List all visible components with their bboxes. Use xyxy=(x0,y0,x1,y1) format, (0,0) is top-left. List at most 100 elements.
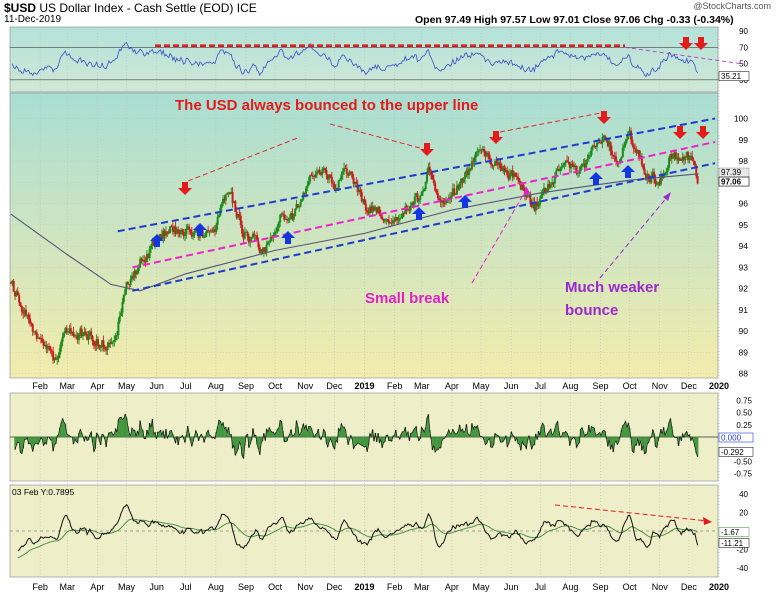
candle-body xyxy=(379,213,382,217)
candle-body xyxy=(124,289,127,295)
momentum-bar xyxy=(670,426,673,437)
candle-body xyxy=(203,236,206,238)
momentum-bar xyxy=(297,426,299,437)
osc-x-tick-10: Dec xyxy=(326,582,343,592)
candle-body xyxy=(325,169,328,175)
mom-last-label-1: 0.000 xyxy=(721,434,742,443)
momentum-bar xyxy=(458,424,461,437)
momentum-bar xyxy=(632,437,635,453)
osc-x-tick-22: Dec xyxy=(681,582,698,592)
candle-body xyxy=(654,179,657,185)
candle-body xyxy=(387,220,390,224)
candle-body xyxy=(355,181,358,185)
candle-body xyxy=(306,185,309,189)
momentum-bar xyxy=(339,430,341,437)
candle-body xyxy=(50,350,53,352)
momentum-bar xyxy=(272,432,275,437)
candle-body xyxy=(624,141,627,146)
momentum-bar xyxy=(55,437,57,444)
candle-body xyxy=(162,230,165,239)
price-x-tick-1: Mar xyxy=(60,381,76,391)
red-down-arrow-4 xyxy=(673,126,687,139)
momentum-bar xyxy=(424,427,427,437)
candle-body xyxy=(348,171,351,176)
candle-body xyxy=(431,175,434,180)
candle-body xyxy=(86,334,89,340)
candle-body xyxy=(353,181,356,184)
momentum-bar xyxy=(223,428,226,437)
candle-body xyxy=(171,226,174,232)
candle-body xyxy=(235,211,238,218)
momentum-bar xyxy=(639,437,642,441)
momentum-bar xyxy=(347,437,349,445)
small-break-pointer xyxy=(471,189,527,284)
momentum-bar xyxy=(547,433,549,437)
momentum-bar xyxy=(575,437,578,448)
momentum-bar xyxy=(420,427,423,437)
momentum-bar xyxy=(585,434,587,437)
momentum-bar xyxy=(384,437,386,442)
momentum-bar xyxy=(607,437,609,447)
momentum-bar xyxy=(351,437,354,440)
candle-body xyxy=(473,157,476,163)
channel-lower-line xyxy=(132,162,716,292)
momentum-bar xyxy=(464,431,466,437)
momentum-bar xyxy=(171,434,174,437)
candle-body xyxy=(318,169,321,175)
price-ytick-12: 88 xyxy=(739,369,749,379)
momentum-bar xyxy=(437,437,439,450)
candle-body xyxy=(322,167,325,170)
candle-body xyxy=(170,226,173,228)
momentum-bar xyxy=(638,437,640,446)
momentum-bar xyxy=(83,437,86,442)
momentum-bar xyxy=(241,437,243,456)
candle-body xyxy=(37,337,40,339)
candle-body xyxy=(300,199,303,202)
momentum-bar xyxy=(165,429,167,437)
momentum-bar xyxy=(666,428,669,437)
momentum-bar xyxy=(231,437,234,449)
momentum-bar xyxy=(654,437,657,447)
price-x-tick-15: May xyxy=(473,381,491,391)
momentum-bar xyxy=(208,435,211,437)
candle-body xyxy=(288,217,291,220)
osc-divergence-arrowhead xyxy=(703,517,712,525)
momentum-bar xyxy=(282,430,284,437)
candle-body xyxy=(103,347,106,349)
candle-body xyxy=(408,209,411,211)
price-x-tick-19: Sep xyxy=(592,381,608,391)
blue-up-arrow-4 xyxy=(458,195,472,208)
candle-body xyxy=(22,311,25,314)
candle-body xyxy=(570,164,573,169)
momentum-bar xyxy=(309,426,311,437)
candle-body xyxy=(11,281,14,284)
candle-body xyxy=(608,141,611,147)
momentum-bar xyxy=(677,437,680,446)
momentum-bar xyxy=(195,430,197,437)
candle-body xyxy=(238,214,241,216)
price-x-tick-13: Mar xyxy=(414,381,430,391)
candle-body xyxy=(185,228,188,235)
candle-body xyxy=(522,184,525,191)
candle-body xyxy=(685,151,688,157)
momentum-bar xyxy=(147,434,150,437)
candle-body xyxy=(250,237,253,240)
momentum-bar xyxy=(288,434,291,437)
mom-ytick-0: 0.75 xyxy=(736,396,752,405)
momentum-bar xyxy=(222,422,224,437)
momentum-bar xyxy=(541,423,544,437)
candle-body xyxy=(541,193,544,195)
blue-up-arrow-5 xyxy=(589,172,603,185)
candle-body xyxy=(367,212,370,214)
candle-body xyxy=(411,202,414,206)
osc-x-tick-9: Nov xyxy=(297,582,314,592)
candle-body xyxy=(461,178,464,183)
candle-body xyxy=(75,335,78,337)
candle-body xyxy=(602,135,605,137)
momentum-bar xyxy=(511,435,514,437)
momentum-bar xyxy=(646,437,649,444)
momentum-bar xyxy=(661,434,664,437)
momentum-bar xyxy=(162,430,165,437)
momentum-bar xyxy=(577,437,579,445)
momentum-bar xyxy=(216,426,219,437)
